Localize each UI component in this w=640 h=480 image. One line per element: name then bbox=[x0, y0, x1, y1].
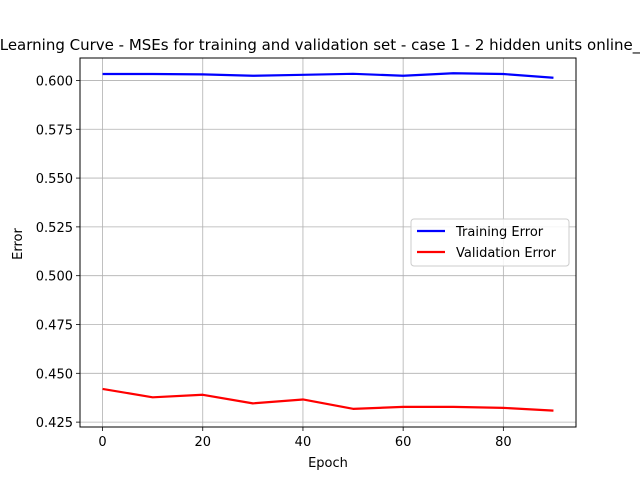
y-tick-label: 0.575 bbox=[36, 123, 73, 138]
x-tick-label: 0 bbox=[98, 435, 106, 450]
series-lines bbox=[102, 72, 554, 412]
legend-box bbox=[410, 218, 570, 267]
y-tick-label: 0.450 bbox=[36, 367, 73, 382]
plot-frame bbox=[79, 57, 577, 428]
y-tick-label: 0.550 bbox=[36, 172, 73, 187]
axis-ticks: 0 20 40 60 80 0.425 0.450 0.475 0.500 0.525 0.550 0… bbox=[36, 74, 512, 450]
legend-label: Training Error bbox=[455, 225, 544, 240]
y-axis-label: Error bbox=[11, 228, 26, 260]
x-tick-label: 60 bbox=[395, 435, 412, 450]
x-tick-label: 80 bbox=[495, 435, 512, 450]
y-tick-label: 0.600 bbox=[36, 74, 73, 89]
y-tick-label: 0.500 bbox=[36, 270, 73, 285]
legend-label: Validation Error bbox=[456, 246, 557, 261]
series-line-validation bbox=[102, 387, 554, 412]
series-line-training bbox=[102, 72, 554, 79]
y-tick-label: 0.425 bbox=[36, 416, 73, 431]
x-axis-label: Epoch bbox=[308, 456, 348, 471]
y-tick-label: 0.525 bbox=[36, 221, 73, 236]
y-tick-label: 0.475 bbox=[36, 319, 73, 334]
x-tick-label: 40 bbox=[295, 435, 312, 450]
x-tick-label: 20 bbox=[194, 435, 211, 450]
legend: Training Error Validation Error bbox=[410, 218, 570, 267]
chart-title: Learning Curve - MSEs for training and v… bbox=[0, 36, 640, 55]
